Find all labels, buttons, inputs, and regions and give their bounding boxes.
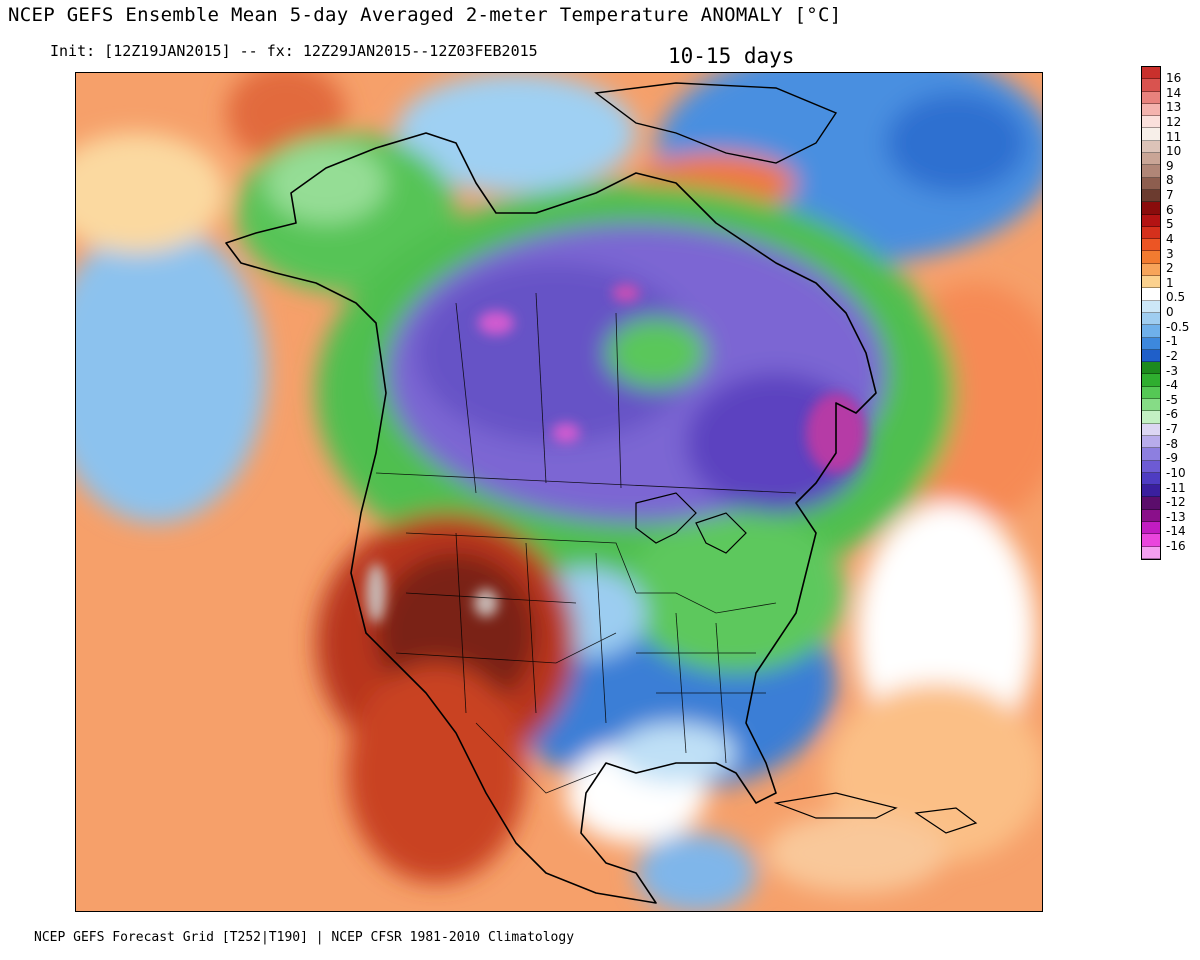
color-scale-cell bbox=[1142, 239, 1160, 252]
color-scale-cell bbox=[1142, 546, 1160, 559]
great-lakes bbox=[635, 492, 747, 554]
color-scale-cell bbox=[1142, 67, 1160, 80]
color-scale-cell bbox=[1142, 177, 1160, 190]
map-title: NCEP GEFS Ensemble Mean 5-day Averaged 2… bbox=[8, 4, 842, 26]
color-scale-cell bbox=[1142, 325, 1160, 338]
color-scale-cell bbox=[1142, 472, 1160, 486]
color-scale-tick-label: 13 bbox=[1166, 100, 1182, 115]
color-scale-tick-label: -8 bbox=[1166, 436, 1178, 451]
color-scale-cell bbox=[1142, 251, 1160, 264]
color-scale-cell bbox=[1142, 349, 1160, 363]
caribbean-islands bbox=[773, 792, 978, 834]
color-scale-tick-label: -3 bbox=[1166, 363, 1178, 378]
color-scale-tick-label: -16 bbox=[1166, 539, 1186, 553]
color-scale-tick-label: -10 bbox=[1166, 465, 1186, 480]
color-scale-tick-label: -13 bbox=[1166, 509, 1186, 524]
color-scale-cell bbox=[1142, 288, 1160, 301]
color-scale-cell bbox=[1142, 534, 1160, 547]
color-scale-labels: 16 14 13 12 11 10 9 8 7 6 5 4 3 2 1 0.5 0 -0.5 -1 -2 -3 -4 -5-… bbox=[1166, 66, 1200, 930]
color-scale-tick-label: 2 bbox=[1166, 261, 1174, 276]
color-scale-tick-label: 6 bbox=[1166, 202, 1174, 217]
color-scale-cell bbox=[1142, 485, 1160, 498]
color-scale-cell bbox=[1142, 312, 1160, 326]
color-scale-cell bbox=[1142, 226, 1160, 240]
color-scale-cell bbox=[1142, 276, 1160, 289]
color-scale-tick-label: 0 bbox=[1166, 305, 1174, 319]
color-scale-tick-label: 9 bbox=[1166, 158, 1174, 173]
color-scale-tick-label: -5 bbox=[1166, 392, 1178, 407]
color-scale-cell bbox=[1142, 362, 1160, 375]
color-scale-tick-label: -14 bbox=[1166, 524, 1186, 539]
political-boundaries bbox=[375, 292, 797, 794]
color-scale-cell bbox=[1142, 386, 1160, 400]
color-scale-tick-label: -2 bbox=[1166, 348, 1178, 363]
color-scale-tick-label: -0.5 bbox=[1166, 319, 1190, 334]
color-scale-cell bbox=[1142, 509, 1160, 522]
color-scale-tick-label: 11 bbox=[1166, 129, 1182, 144]
color-scale-cell bbox=[1142, 103, 1160, 117]
color-scale-bar bbox=[1141, 66, 1161, 560]
color-scale-cell bbox=[1142, 337, 1160, 350]
color-scale-cell bbox=[1142, 116, 1160, 129]
color-scale-cell bbox=[1142, 79, 1160, 92]
color-scale-tick-label: 7 bbox=[1166, 188, 1174, 202]
color-scale-cell bbox=[1142, 128, 1160, 141]
color-scale-cell bbox=[1142, 460, 1160, 473]
anomaly-map bbox=[75, 72, 1043, 912]
color-scale-tick-label: -4 bbox=[1166, 378, 1178, 393]
anomaly-map-graphic bbox=[76, 73, 1042, 911]
color-scale-tick-label: 4 bbox=[1166, 231, 1174, 246]
color-scale-cell bbox=[1142, 435, 1160, 449]
color-scale-cell bbox=[1142, 91, 1160, 104]
color-scale-tick-label: 16 bbox=[1166, 71, 1182, 85]
color-scale-cell bbox=[1142, 423, 1160, 436]
color-scale-cell bbox=[1142, 140, 1160, 154]
coastline bbox=[225, 132, 877, 904]
color-scale-tick-label: -9 bbox=[1166, 451, 1178, 466]
color-scale-cell bbox=[1142, 153, 1160, 166]
color-scale-tick-label: -12 bbox=[1166, 495, 1186, 510]
color-scale-tick-label: -6 bbox=[1166, 407, 1178, 422]
color-scale-cell bbox=[1142, 263, 1160, 277]
color-scale-cell bbox=[1142, 448, 1160, 461]
color-scale-tick-label: 3 bbox=[1166, 246, 1174, 261]
color-scale-cell bbox=[1142, 202, 1160, 215]
color-scale-cell bbox=[1142, 214, 1160, 227]
color-scale-tick-label: -1 bbox=[1166, 334, 1178, 349]
color-scale-tick-label: 12 bbox=[1166, 114, 1182, 129]
color-scale-cell bbox=[1142, 497, 1160, 510]
forecast-period: 10-15 days bbox=[668, 44, 795, 68]
data-source-footer: NCEP GEFS Forecast Grid [T252|T190] | NC… bbox=[34, 930, 575, 945]
color-scale-cell bbox=[1142, 300, 1160, 313]
color-scale-cell bbox=[1142, 189, 1160, 203]
greenland-coastline bbox=[594, 82, 838, 164]
init-forecast-line: Init: [12Z19JAN2015] -- fx: 12Z29JAN2015… bbox=[50, 42, 538, 60]
color-scale-tick-label: 5 bbox=[1166, 217, 1174, 232]
color-scale-tick-label: 14 bbox=[1166, 85, 1182, 100]
color-scale-tick-label: 0.5 bbox=[1166, 290, 1186, 305]
color-scale-tick-label: 10 bbox=[1166, 144, 1182, 159]
color-scale-cell bbox=[1142, 165, 1160, 178]
color-scale-cell bbox=[1142, 374, 1160, 387]
color-scale-tick-label: -7 bbox=[1166, 422, 1178, 436]
color-scale-tick-label: -11 bbox=[1166, 480, 1186, 495]
pacific-cool-area bbox=[76, 223, 266, 523]
color-scale-cell bbox=[1142, 399, 1160, 412]
color-scale-tick-label: 8 bbox=[1166, 173, 1174, 188]
color-scale-cell bbox=[1142, 411, 1160, 424]
color-scale-cell bbox=[1142, 521, 1160, 535]
color-scale-tick-label: 1 bbox=[1166, 275, 1174, 290]
